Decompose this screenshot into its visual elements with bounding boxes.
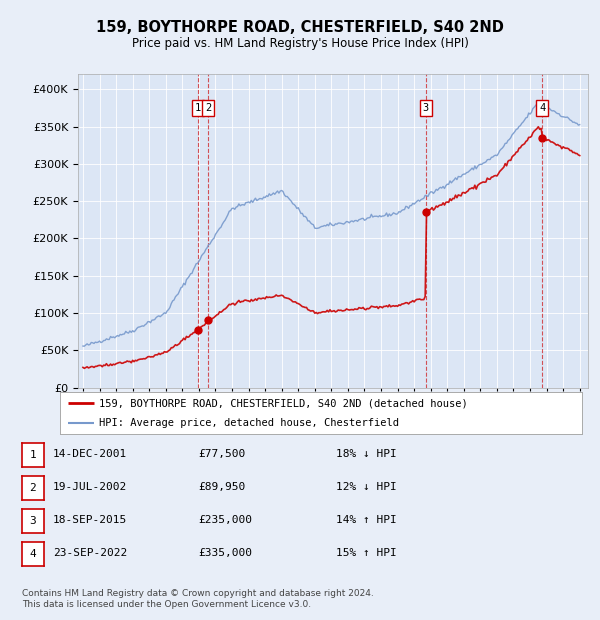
Text: 2: 2 <box>29 483 37 493</box>
Text: 19-JUL-2002: 19-JUL-2002 <box>53 482 127 492</box>
Text: Contains HM Land Registry data © Crown copyright and database right 2024.
This d: Contains HM Land Registry data © Crown c… <box>22 590 373 609</box>
Text: £335,000: £335,000 <box>198 547 252 557</box>
Text: 159, BOYTHORPE ROAD, CHESTERFIELD, S40 2ND: 159, BOYTHORPE ROAD, CHESTERFIELD, S40 2… <box>96 20 504 35</box>
Text: £235,000: £235,000 <box>198 515 252 525</box>
Text: 1: 1 <box>195 103 201 113</box>
Text: 4: 4 <box>539 103 545 113</box>
Text: 23-SEP-2022: 23-SEP-2022 <box>53 547 127 557</box>
Text: 1: 1 <box>29 450 37 460</box>
Text: 14% ↑ HPI: 14% ↑ HPI <box>336 515 397 525</box>
Text: 3: 3 <box>423 103 429 113</box>
Text: 15% ↑ HPI: 15% ↑ HPI <box>336 547 397 557</box>
Text: Price paid vs. HM Land Registry's House Price Index (HPI): Price paid vs. HM Land Registry's House … <box>131 37 469 50</box>
Text: HPI: Average price, detached house, Chesterfield: HPI: Average price, detached house, Ches… <box>99 418 399 428</box>
Text: £89,950: £89,950 <box>198 482 245 492</box>
Text: 18% ↓ HPI: 18% ↓ HPI <box>336 449 397 459</box>
Text: 159, BOYTHORPE ROAD, CHESTERFIELD, S40 2ND (detached house): 159, BOYTHORPE ROAD, CHESTERFIELD, S40 2… <box>99 398 468 408</box>
Text: 18-SEP-2015: 18-SEP-2015 <box>53 515 127 525</box>
Text: 3: 3 <box>29 516 37 526</box>
Text: 2: 2 <box>205 103 211 113</box>
Text: 4: 4 <box>29 549 37 559</box>
Text: £77,500: £77,500 <box>198 449 245 459</box>
Text: 14-DEC-2001: 14-DEC-2001 <box>53 449 127 459</box>
Text: 12% ↓ HPI: 12% ↓ HPI <box>336 482 397 492</box>
